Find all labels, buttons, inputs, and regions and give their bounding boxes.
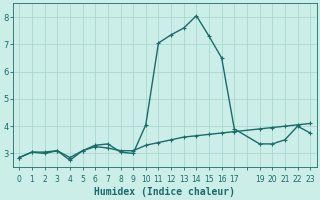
X-axis label: Humidex (Indice chaleur): Humidex (Indice chaleur) (94, 186, 235, 197)
